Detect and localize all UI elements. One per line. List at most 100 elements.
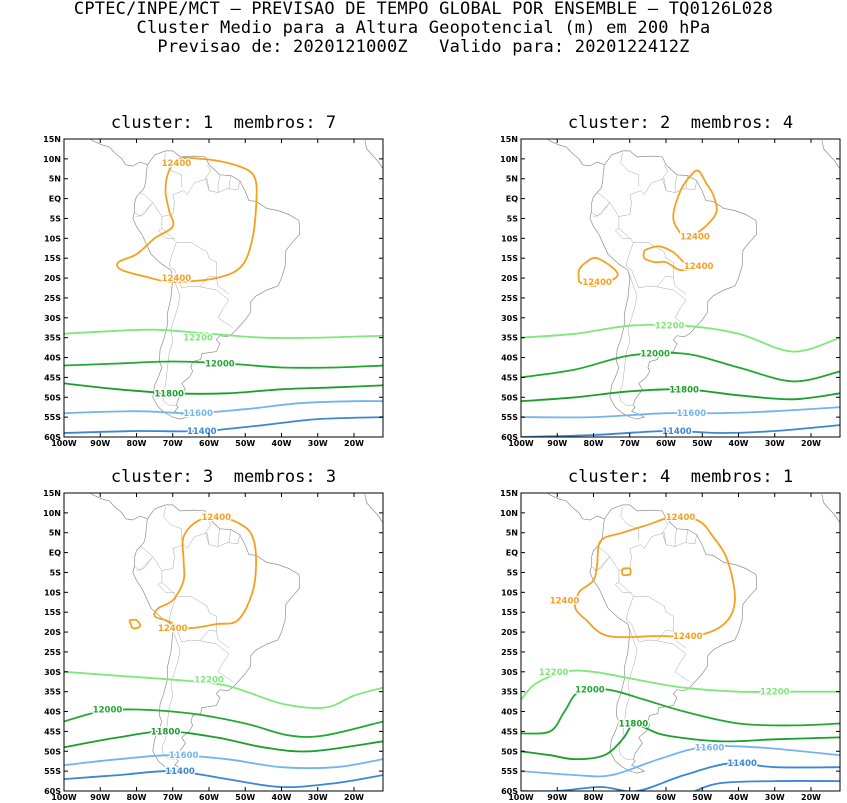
contour-label: 11600 <box>695 743 725 753</box>
country-border <box>228 175 232 189</box>
country-border <box>139 546 163 571</box>
lat-tick-label: 50S <box>501 747 518 756</box>
lat-tick-label: 55S <box>44 413 61 422</box>
contour-12400 <box>128 618 142 630</box>
lon-tick-label: 50W <box>235 793 255 802</box>
country-border <box>591 556 610 571</box>
contour-12000 <box>521 687 840 735</box>
lat-tick-label: 5S <box>507 214 519 223</box>
coastline <box>575 107 613 120</box>
country-border <box>168 242 177 271</box>
lat-tick-label: 30S <box>501 668 518 677</box>
contour-label: 11600 <box>677 409 707 419</box>
lon-tick-label: 80W <box>584 793 604 802</box>
coastline <box>158 120 178 128</box>
country-border <box>228 529 232 543</box>
lon-tick-label: 40W <box>272 793 292 802</box>
lat-tick-label: 40S <box>501 354 518 363</box>
contour-11600 <box>521 745 840 778</box>
lat-tick-label: 15S <box>44 254 61 263</box>
contour-label: 11400 <box>187 427 217 437</box>
country-border <box>620 152 640 187</box>
country-border <box>216 277 230 295</box>
country-border <box>163 152 183 187</box>
lat-tick-label: 10N <box>43 509 61 518</box>
lon-tick-label: 40W <box>729 439 749 448</box>
contour-label: 11400 <box>727 759 757 769</box>
map-content: 12400 12400 12400 12200 12000 11800 11600 11400 <box>521 107 840 437</box>
contour-label: 12400 <box>666 513 696 523</box>
country-border <box>614 582 632 593</box>
country-border <box>694 180 698 190</box>
lat-tick-label: 15N <box>500 135 518 144</box>
coastline <box>64 113 75 123</box>
lon-tick-label: 100W <box>51 793 77 802</box>
country-border <box>673 277 687 295</box>
contour-11800 <box>521 388 840 403</box>
country-border <box>674 174 678 193</box>
lon-tick-label: 60W <box>656 793 676 802</box>
lat-tick-label: 5N <box>506 175 518 184</box>
lat-tick-label: 15N <box>43 135 61 144</box>
country-border <box>205 164 212 191</box>
lat-tick-label: 15S <box>44 608 61 617</box>
country-border <box>593 202 610 217</box>
lat-tick-label: 45S <box>44 727 61 736</box>
lat-tick-label: 10N <box>500 509 518 518</box>
lon-tick-label: 20W <box>801 439 821 448</box>
lon-tick-label: 80W <box>127 793 147 802</box>
panel-title-cluster-1: cluster: 1 membros: 7 <box>110 113 337 133</box>
country-border <box>199 640 233 682</box>
country-border <box>673 631 687 649</box>
coastline <box>575 461 613 474</box>
coastline <box>89 493 148 521</box>
country-border <box>134 202 153 217</box>
contour-12400 <box>577 257 619 287</box>
map-panel-4: 12400 12400 12400 12200 12200 12000 11800 11600… <box>500 461 841 802</box>
contour-label: 12200 <box>194 676 224 686</box>
contour-label: 12400 <box>162 159 192 169</box>
lon-tick-label: 50W <box>692 793 712 802</box>
panel-title-cluster-3: cluster: 3 membros: 3 <box>110 467 337 487</box>
lon-tick-label: 30W <box>308 439 328 448</box>
lat-tick-label: 35S <box>44 334 61 343</box>
contour-11600 <box>64 754 383 770</box>
lat-tick-label: 55S <box>501 413 518 422</box>
header-line-3: Previsao de: 2020121000Z Valido para: 20… <box>157 37 690 57</box>
contour-11800 <box>521 722 840 761</box>
map-frame <box>520 138 841 438</box>
lon-tick-label: 60W <box>199 793 219 802</box>
contour-label: 12400 <box>673 632 703 642</box>
contour-label: 11400 <box>662 427 692 437</box>
lon-tick-label: 90W <box>547 439 567 448</box>
lat-tick-label: 45S <box>44 373 61 382</box>
header-line-2: Cluster Medio para a Altura Geopotencial… <box>136 18 711 38</box>
country-border <box>217 528 221 547</box>
coastline <box>615 120 635 128</box>
contour-label: 11600 <box>169 751 199 761</box>
lat-tick-label: 25S <box>44 294 61 303</box>
country-border <box>157 582 175 593</box>
lat-tick-label: 15S <box>501 608 518 617</box>
contour-label: 12000 <box>205 359 235 369</box>
lat-tick-label: 5N <box>49 529 61 538</box>
lat-tick-label: 30S <box>44 668 61 677</box>
coastline <box>89 139 148 167</box>
coastline <box>821 140 840 175</box>
country-border <box>237 534 241 544</box>
lat-tick-label: 60S <box>501 433 518 442</box>
lon-tick-label: 50W <box>235 439 255 448</box>
contour-11600 <box>521 406 840 419</box>
lon-tick-label: 50W <box>692 439 712 448</box>
country-border <box>163 506 183 541</box>
map-panel-2: 12400 12400 12400 12200 12000 11800 11600 11400… <box>500 107 841 448</box>
contour-12000 <box>64 360 383 369</box>
lat-tick-label: 40S <box>44 354 61 363</box>
map-panel-1: 12400 12400 12200 12000 11800 11600 11400 15N 10… <box>43 113 384 448</box>
contour-label: 12000 <box>640 350 670 360</box>
lon-tick-label: 30W <box>308 793 328 802</box>
contour-12200 <box>521 669 840 701</box>
lat-tick-label: 10N <box>43 155 61 164</box>
country-border <box>139 192 163 217</box>
lon-tick-label: 90W <box>547 793 567 802</box>
